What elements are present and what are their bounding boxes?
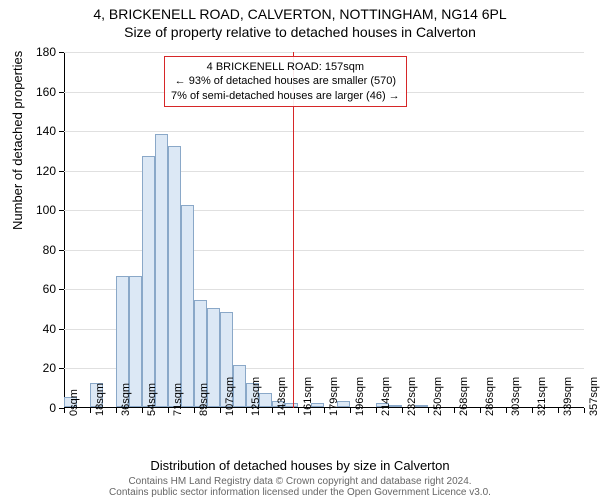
xtick-label: 179sqm (328, 377, 340, 416)
xtick-label: 54sqm (146, 383, 158, 416)
xtick-label: 196sqm (354, 377, 366, 416)
xtick-label: 161sqm (302, 377, 314, 416)
ytick-mark (59, 171, 64, 172)
ytick-label: 100 (26, 203, 56, 217)
xtick-label: 357sqm (588, 377, 600, 416)
xtick-label: 214sqm (380, 377, 392, 416)
annotation-line: 4 BRICKENELL ROAD: 157sqm (171, 60, 400, 74)
xtick-mark (90, 408, 91, 413)
ytick-label: 40 (26, 322, 56, 336)
xtick-label: 107sqm (224, 377, 236, 416)
plot: 0204060801001201401601800sqm18sqm36sqm54… (64, 52, 584, 408)
xtick-mark (428, 408, 429, 413)
ytick-mark (59, 250, 64, 251)
histogram-bar (168, 146, 181, 407)
annotation-line: ← 93% of detached houses are smaller (57… (171, 74, 400, 88)
title-line-1: 4, BRICKENELL ROAD, CALVERTON, NOTTINGHA… (0, 0, 600, 22)
xtick-mark (324, 408, 325, 413)
xtick-label: 286sqm (484, 377, 496, 416)
xtick-mark (246, 408, 247, 413)
xtick-mark (220, 408, 221, 413)
ytick-mark (59, 329, 64, 330)
xtick-mark (194, 408, 195, 413)
xtick-mark (142, 408, 143, 413)
histogram-bar (155, 134, 168, 407)
xtick-mark (298, 408, 299, 413)
xtick-mark (558, 408, 559, 413)
footer-line-2: Contains public sector information licen… (0, 487, 600, 498)
y-axis (64, 52, 65, 408)
gridline (64, 52, 584, 53)
xtick-mark (272, 408, 273, 413)
xtick-mark (506, 408, 507, 413)
annotation-line: 7% of semi-detached houses are larger (4… (171, 89, 400, 103)
annotation-box: 4 BRICKENELL ROAD: 157sqm← 93% of detach… (164, 56, 407, 107)
ytick-mark (59, 92, 64, 93)
ytick-mark (59, 52, 64, 53)
ytick-label: 20 (26, 361, 56, 375)
xtick-label: 268sqm (458, 377, 470, 416)
histogram-bar (142, 156, 155, 407)
xtick-mark (402, 408, 403, 413)
xtick-mark (532, 408, 533, 413)
xtick-mark (64, 408, 65, 413)
xtick-label: 321sqm (536, 377, 548, 416)
xtick-mark (584, 408, 585, 413)
ytick-label: 60 (26, 282, 56, 296)
ytick-mark (59, 131, 64, 132)
ytick-label: 160 (26, 85, 56, 99)
ytick-label: 180 (26, 45, 56, 59)
xtick-mark (168, 408, 169, 413)
xtick-label: 143sqm (276, 377, 288, 416)
ytick-mark (59, 210, 64, 211)
ytick-label: 140 (26, 124, 56, 138)
xtick-mark (454, 408, 455, 413)
ytick-mark (59, 368, 64, 369)
xtick-mark (350, 408, 351, 413)
xtick-label: 36sqm (120, 383, 132, 416)
title-line-2: Size of property relative to detached ho… (0, 22, 600, 40)
footer: Contains HM Land Registry data © Crown c… (0, 476, 600, 498)
chart-container: 4, BRICKENELL ROAD, CALVERTON, NOTTINGHA… (0, 0, 600, 500)
plot-area: 0204060801001201401601800sqm18sqm36sqm54… (64, 52, 584, 408)
xtick-label: 0sqm (68, 389, 80, 416)
ytick-mark (59, 289, 64, 290)
xtick-label: 125sqm (250, 377, 262, 416)
xtick-label: 250sqm (432, 377, 444, 416)
y-axis-label: Number of detached properties (10, 51, 25, 230)
xtick-label: 339sqm (562, 377, 574, 416)
xtick-label: 71sqm (172, 383, 184, 416)
ytick-label: 80 (26, 243, 56, 257)
xtick-label: 89sqm (198, 383, 210, 416)
histogram-bar (181, 205, 194, 407)
ytick-label: 120 (26, 164, 56, 178)
xtick-label: 18sqm (94, 383, 106, 416)
xtick-label: 232sqm (406, 377, 418, 416)
footer-line-1: Contains HM Land Registry data © Crown c… (0, 476, 600, 487)
x-axis-label: Distribution of detached houses by size … (0, 458, 600, 473)
ytick-label: 0 (26, 401, 56, 415)
xtick-mark (480, 408, 481, 413)
xtick-label: 303sqm (510, 377, 522, 416)
xtick-mark (376, 408, 377, 413)
gridline (64, 131, 584, 132)
xtick-mark (116, 408, 117, 413)
